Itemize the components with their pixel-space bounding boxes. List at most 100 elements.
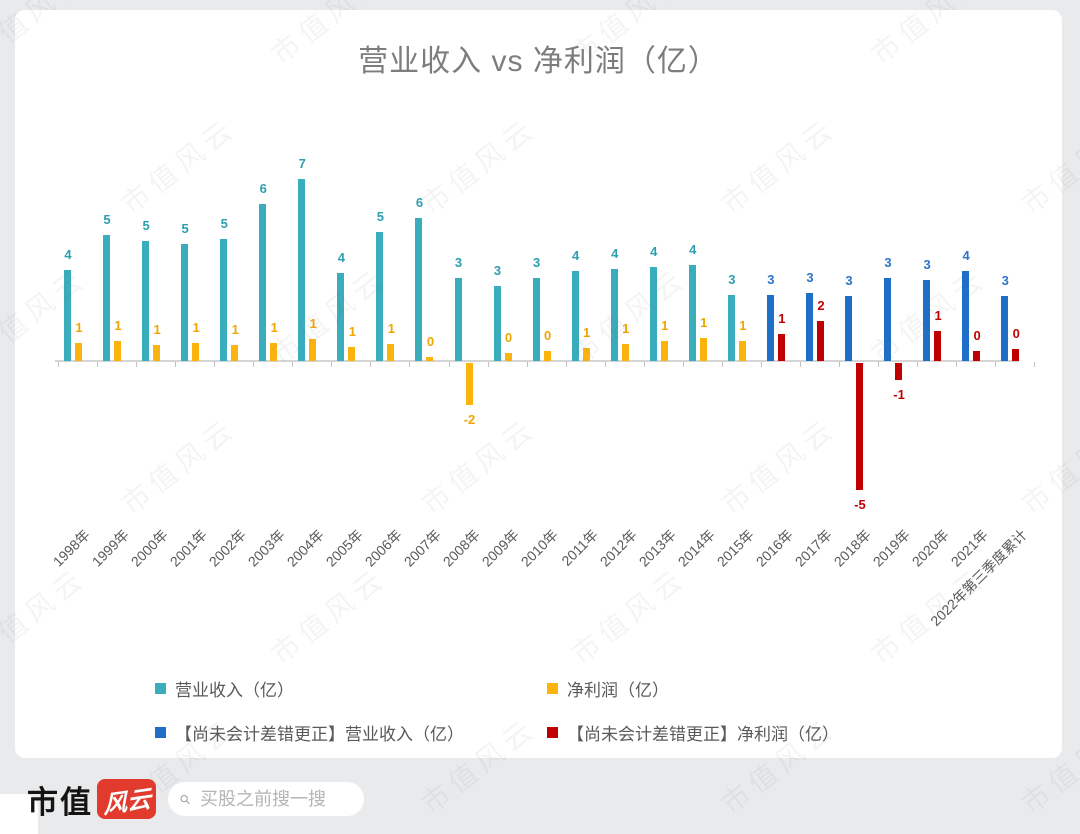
bar-profit-2003年	[270, 342, 278, 361]
x-axis-label-2017年: 2017年	[791, 526, 835, 570]
bar-profit-2014年	[699, 337, 707, 361]
bar-profit-2008年	[465, 363, 473, 405]
data-label-profit-2019年: -1	[893, 386, 905, 402]
bar-revenue-2010年	[532, 277, 540, 361]
bar-revenue-2016年	[766, 294, 774, 361]
data-label-profit-2016年: 1	[778, 310, 786, 326]
data-label-profit-2015年: 1	[739, 317, 747, 333]
x-axis-label-1998年: 1998年	[49, 526, 93, 570]
legend-label: 营业收入（亿）	[175, 681, 294, 700]
x-axis-label-2008年: 2008年	[439, 526, 484, 570]
legend-label: 【尚未会计差错更正】净利润（亿）	[567, 725, 839, 744]
bar-revenue-2015年	[727, 294, 735, 361]
data-label-revenue-2018年: 3	[845, 273, 853, 288]
axis-tick	[136, 362, 138, 367]
bar-profit-2019年	[895, 363, 903, 380]
data-label-revenue-2015年: 3	[728, 271, 736, 287]
data-label-revenue-2017年: 3	[806, 270, 814, 286]
x-axis-label-2007年: 2007年	[400, 526, 445, 570]
bar-revenue-2001年	[181, 244, 189, 361]
axis-tick	[565, 362, 567, 367]
x-axis-label-2020年: 2020年	[908, 526, 952, 570]
data-label-revenue-2011年: 4	[572, 248, 580, 264]
bar-revenue-2013年	[649, 267, 657, 361]
chart-canvas: 4 1 1998年 5 1 1999年 5 1 2000年 5 1 2001年 5 1 2002年 6 1 200…	[49, 150, 1045, 750]
search-icon	[180, 794, 190, 804]
data-label-revenue-1999年: 5	[103, 211, 111, 227]
axis-tick	[370, 362, 372, 367]
bar-profit-2015年	[738, 340, 746, 361]
axis-tick	[878, 362, 880, 367]
bar-revenue-1999年	[103, 234, 111, 361]
bar-profit-2007年	[426, 357, 434, 361]
search-bar[interactable]	[168, 782, 364, 816]
data-label-revenue-2009年: 3	[493, 262, 502, 278]
x-axis-label-2006年: 2006年	[361, 526, 406, 570]
bar-profit-2004年	[309, 338, 317, 361]
bar-revenue-2021年	[962, 271, 970, 361]
x-axis-label-2019年: 2019年	[869, 526, 913, 570]
legend-item-1: 营业收入（亿）	[155, 676, 294, 701]
bar-profit-2006年	[387, 344, 395, 361]
data-label-revenue-2004年: 7	[298, 156, 306, 171]
x-axis-label-2013年: 2013年	[635, 526, 679, 570]
data-label-profit-2011年: 1	[583, 325, 591, 340]
bar-revenue-2017年	[805, 293, 813, 361]
bar-revenue-2002年	[220, 238, 228, 361]
data-label-revenue-2006年: 5	[376, 209, 384, 225]
data-label-profit-2014年: 1	[700, 314, 708, 330]
data-label-revenue-2014年: 4	[689, 241, 697, 257]
brand-logo[interactable]: 市值 风云	[27, 777, 156, 822]
data-label-revenue-2005年: 4	[337, 249, 345, 265]
x-axis-label-2000年: 2000年	[127, 526, 171, 570]
legend-item-3: 【尚未会计差错更正】营业收入（亿）	[155, 720, 464, 745]
bar-profit-2000年	[153, 345, 161, 361]
bar-profit-1998年	[75, 342, 82, 361]
chart-card: 营业收入 vs 净利润（亿） 4 1 1998年 5 1 1999年 5 1 2000年 5 1 20…	[15, 10, 1062, 758]
brand-logo-text: 市值	[27, 784, 93, 820]
bar-revenue-2009年	[493, 285, 501, 361]
axis-tick	[721, 362, 723, 367]
axis-tick	[956, 362, 958, 367]
data-label-revenue-2019年: 3	[884, 254, 892, 270]
bar-profit-2011年	[582, 348, 590, 361]
legend-swatch-icon	[155, 727, 166, 738]
data-label-profit-2021年: 0	[973, 327, 981, 343]
data-label-revenue-2003年: 6	[259, 180, 267, 196]
x-axis-label-2012年: 2012年	[596, 526, 640, 570]
data-label-profit-2017年: 2	[817, 297, 825, 313]
search-input[interactable]	[198, 787, 352, 811]
bar-profit-2020年	[934, 331, 942, 361]
data-label-profit-2005年: 1	[348, 323, 356, 339]
legend-swatch-icon	[547, 683, 558, 694]
data-label-revenue-2008年: 3	[454, 254, 463, 270]
axis-tick	[682, 362, 684, 367]
data-label-profit-2006年: 1	[387, 321, 395, 337]
axis-tick	[448, 362, 450, 367]
data-label-profit-2009年: 0	[504, 330, 513, 346]
bar-revenue-2018年	[845, 296, 852, 361]
x-axis-label-2005年: 2005年	[322, 526, 367, 570]
axis-tick	[409, 362, 411, 367]
data-label-revenue-2002年: 5	[220, 215, 228, 231]
data-label-revenue-2007年: 6	[415, 195, 424, 210]
axis-tick	[917, 362, 919, 367]
x-axis-label-2001年: 2001年	[166, 526, 210, 570]
next-card-corner	[0, 794, 38, 834]
x-axis-label-2009年: 2009年	[479, 526, 523, 570]
axis-tick	[799, 362, 801, 367]
legend-swatch-icon	[155, 683, 166, 694]
x-axis-label-2002年: 2002年	[205, 526, 249, 570]
bar-revenue-1998年	[64, 270, 71, 361]
bar-revenue-2019年	[884, 277, 892, 361]
axis-tick	[604, 362, 606, 367]
bar-revenue-2003年	[259, 203, 267, 361]
x-axis-label-2004年: 2004年	[283, 526, 328, 570]
brand-logo-badge-text: 风云	[102, 783, 151, 819]
bar-profit-1999年	[114, 340, 122, 361]
data-label-revenue-2020年: 3	[923, 257, 931, 273]
data-label-profit-2007年: 0	[426, 334, 435, 350]
data-label-revenue-2021年: 4	[962, 248, 970, 264]
data-label-profit-2002年: 1	[231, 321, 239, 337]
